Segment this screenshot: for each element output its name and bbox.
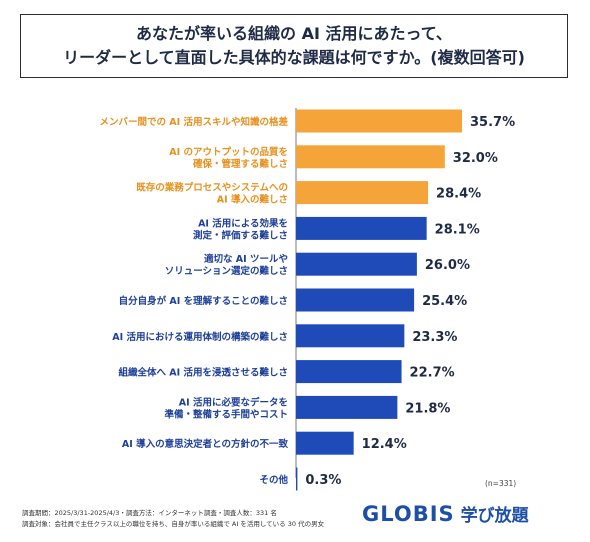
value-label: 23.3% <box>412 330 457 345</box>
category-label: AI 導入の難しさ <box>217 194 288 206</box>
chart-title: あなたが率いる組織の AI 活用にあたって、 リーダーとして直面した具体的な課題… <box>20 14 568 78</box>
category-label: 組織全体へ AI 活用を浸透させる難しさ <box>118 367 288 379</box>
bar <box>296 252 417 276</box>
category-label: AI 導入の意思決定者との方針の不一致 <box>122 438 289 450</box>
value-label: 25.4% <box>422 294 467 309</box>
category-label: 測定・評価する難しさ <box>193 229 288 241</box>
logo-wordmark: GLOBIS <box>362 501 455 526</box>
bar-chart: 35.7% メンバー間での AI 活用スキルや知識の格差 32.0% AI のアウトプ… <box>99 108 516 491</box>
chart-title-line-2: リーダーとして直面した具体的な課題は何ですか。(複数回答可) <box>63 48 525 67</box>
value-label: 28.1% <box>435 222 480 237</box>
bar <box>296 145 445 169</box>
globis-logo: GLOBIS 学び放題 <box>362 501 529 527</box>
value-label: 21.8% <box>405 401 450 416</box>
category-label: AI 活用による効果を <box>198 217 288 229</box>
bar <box>296 288 415 312</box>
category-label: 適切な AI ツールや <box>204 253 288 265</box>
category-label: 確保・管理する難しさ <box>193 158 288 170</box>
bar <box>296 216 427 240</box>
value-label: 0.3% <box>305 473 341 488</box>
category-label: その他 <box>259 474 288 486</box>
category-label: AI 活用に必要なデータを <box>179 396 288 408</box>
bar <box>296 324 405 348</box>
category-label: ソリューション選定の難しさ <box>165 265 288 277</box>
bar <box>296 467 298 491</box>
value-label: 32.0% <box>453 151 498 166</box>
value-label: 28.4% <box>436 187 481 202</box>
category-label: メンバー間での AI 活用スキルや知識の格差 <box>99 116 288 128</box>
category-label: AI のアウトプットの品質を <box>169 146 288 158</box>
category-label: AI 活用における運用体制の構築の難しさ <box>112 331 288 343</box>
survey-period-note: 調査期間：2025/3/31-2025/4/3・調査方法：インターネット調査・調… <box>22 509 277 517</box>
bar <box>296 181 429 205</box>
category-label: 既存の業務プロセスやシステムへの <box>136 182 288 194</box>
value-label: 22.7% <box>410 366 455 381</box>
value-label: 12.4% <box>362 437 407 452</box>
bar <box>296 431 354 455</box>
bar <box>296 109 462 133</box>
bar <box>296 360 402 384</box>
value-label: 35.7% <box>470 115 515 130</box>
survey-target-note: 調査対象：会社員で主任クラス以上の職位を持ち、自身が率いる組織で AI を活用し… <box>22 520 325 528</box>
category-label: 準備・整備する手間やコスト <box>164 408 288 420</box>
chart-title-line-1: あなたが率いる組織の AI 活用にあたって、 <box>136 24 452 43</box>
value-label: 26.0% <box>425 258 470 273</box>
logo-subtitle: 学び放題 <box>460 506 529 526</box>
category-label: 自分自身が AI を理解することの難しさ <box>119 295 288 307</box>
sample-size-label: (n=331) <box>485 479 516 488</box>
bar <box>296 395 398 419</box>
